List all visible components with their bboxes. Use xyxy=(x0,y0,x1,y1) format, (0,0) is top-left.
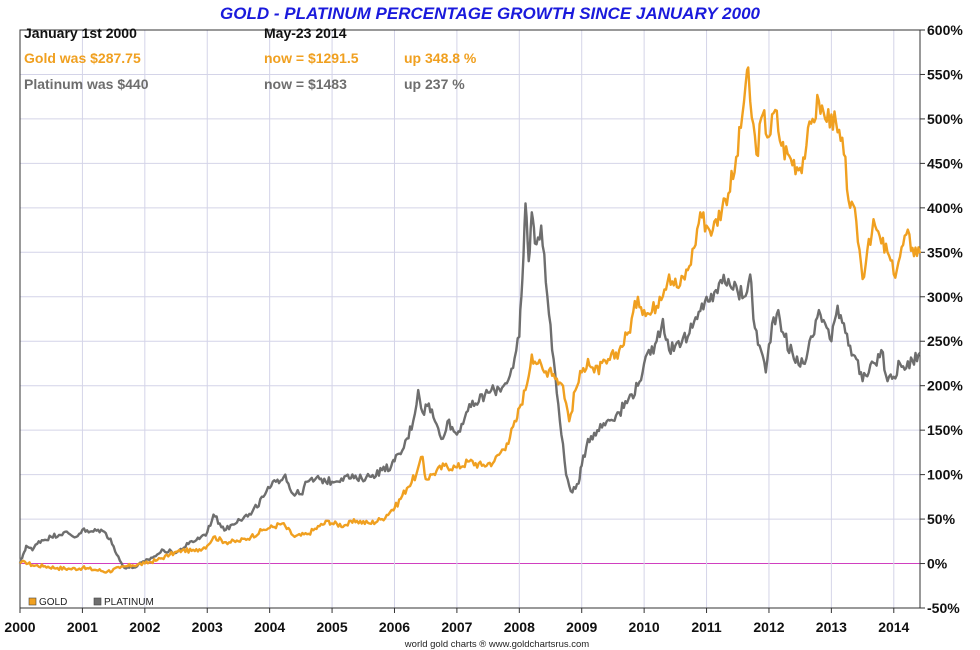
x-tick-label: 2002 xyxy=(129,619,160,635)
x-tick-label: 2006 xyxy=(379,619,410,635)
y-tick-label: 450% xyxy=(927,155,963,171)
start-date-label: January 1st 2000 xyxy=(24,25,137,41)
x-tick-label: 2007 xyxy=(441,619,472,635)
x-tick-label: 2004 xyxy=(254,619,285,635)
x-tick-label: 2010 xyxy=(629,619,660,635)
y-axis: 600% 550% 500% 450% 400% 350% 300% 250% 200% 150%… xyxy=(920,22,963,616)
info-block: January 1st 2000 May-23 2014 Gold was $2… xyxy=(24,25,477,92)
y-tick-label: 0% xyxy=(927,556,948,572)
x-tick-label: 2011 xyxy=(691,619,722,635)
series-line-gold xyxy=(19,66,922,574)
gold-growth: up 348.8 % xyxy=(404,50,477,66)
plot-frame xyxy=(19,29,921,609)
legend-label-platinum: PLATINUM xyxy=(104,597,154,608)
platinum-growth: up 237 % xyxy=(404,76,465,92)
y-tick-label: 150% xyxy=(927,422,963,438)
series-lines xyxy=(18,66,922,574)
series-line-platinum xyxy=(18,202,921,570)
x-tick-label: 2014 xyxy=(878,619,909,635)
y-tick-label: 50% xyxy=(927,511,956,527)
platinum-current-price: now = $1483 xyxy=(264,76,347,92)
platinum-start-price: Platinum was $440 xyxy=(24,76,149,92)
chart-title: GOLD - PLATINUM PERCENTAGE GROWTH SINCE … xyxy=(220,4,761,23)
x-tick-label: 2008 xyxy=(504,619,535,635)
legend-swatch-gold xyxy=(28,597,37,606)
x-tick-label: 2005 xyxy=(316,619,347,635)
end-date-label: May-23 2014 xyxy=(264,25,347,41)
y-tick-label: -50% xyxy=(927,600,960,616)
y-tick-label: 600% xyxy=(927,22,963,38)
x-tick-label: 2003 xyxy=(192,619,223,635)
grid xyxy=(19,29,920,609)
y-tick-label: 100% xyxy=(927,467,963,483)
y-tick-label: 200% xyxy=(927,378,963,394)
gold-start-price: Gold was $287.75 xyxy=(24,50,141,66)
x-tick-label: 2000 xyxy=(4,619,35,635)
x-axis: 2000 2001 2002 2003 2004 2005 2006 2007 2008 2009… xyxy=(4,608,910,635)
y-tick-label: 250% xyxy=(927,333,963,349)
y-tick-label: 550% xyxy=(927,66,963,82)
legend-label-gold: GOLD xyxy=(39,597,67,608)
legend: GOLD PLATINUM xyxy=(28,597,154,608)
x-tick-label: 2001 xyxy=(67,619,98,635)
x-tick-label: 2009 xyxy=(566,619,597,635)
y-tick-label: 500% xyxy=(927,111,963,127)
y-tick-label: 350% xyxy=(927,244,963,260)
plot-area xyxy=(19,29,921,609)
x-tick-label: 2013 xyxy=(816,619,847,635)
credit-text: world gold charts ® www.goldchartsrus.co… xyxy=(404,639,589,650)
legend-swatch-platinum xyxy=(93,597,102,606)
gold-current-price: now = $1291.5 xyxy=(264,50,359,66)
y-tick-label: 400% xyxy=(927,200,963,216)
y-tick-label: 300% xyxy=(927,289,963,305)
x-tick-label: 2012 xyxy=(753,619,784,635)
